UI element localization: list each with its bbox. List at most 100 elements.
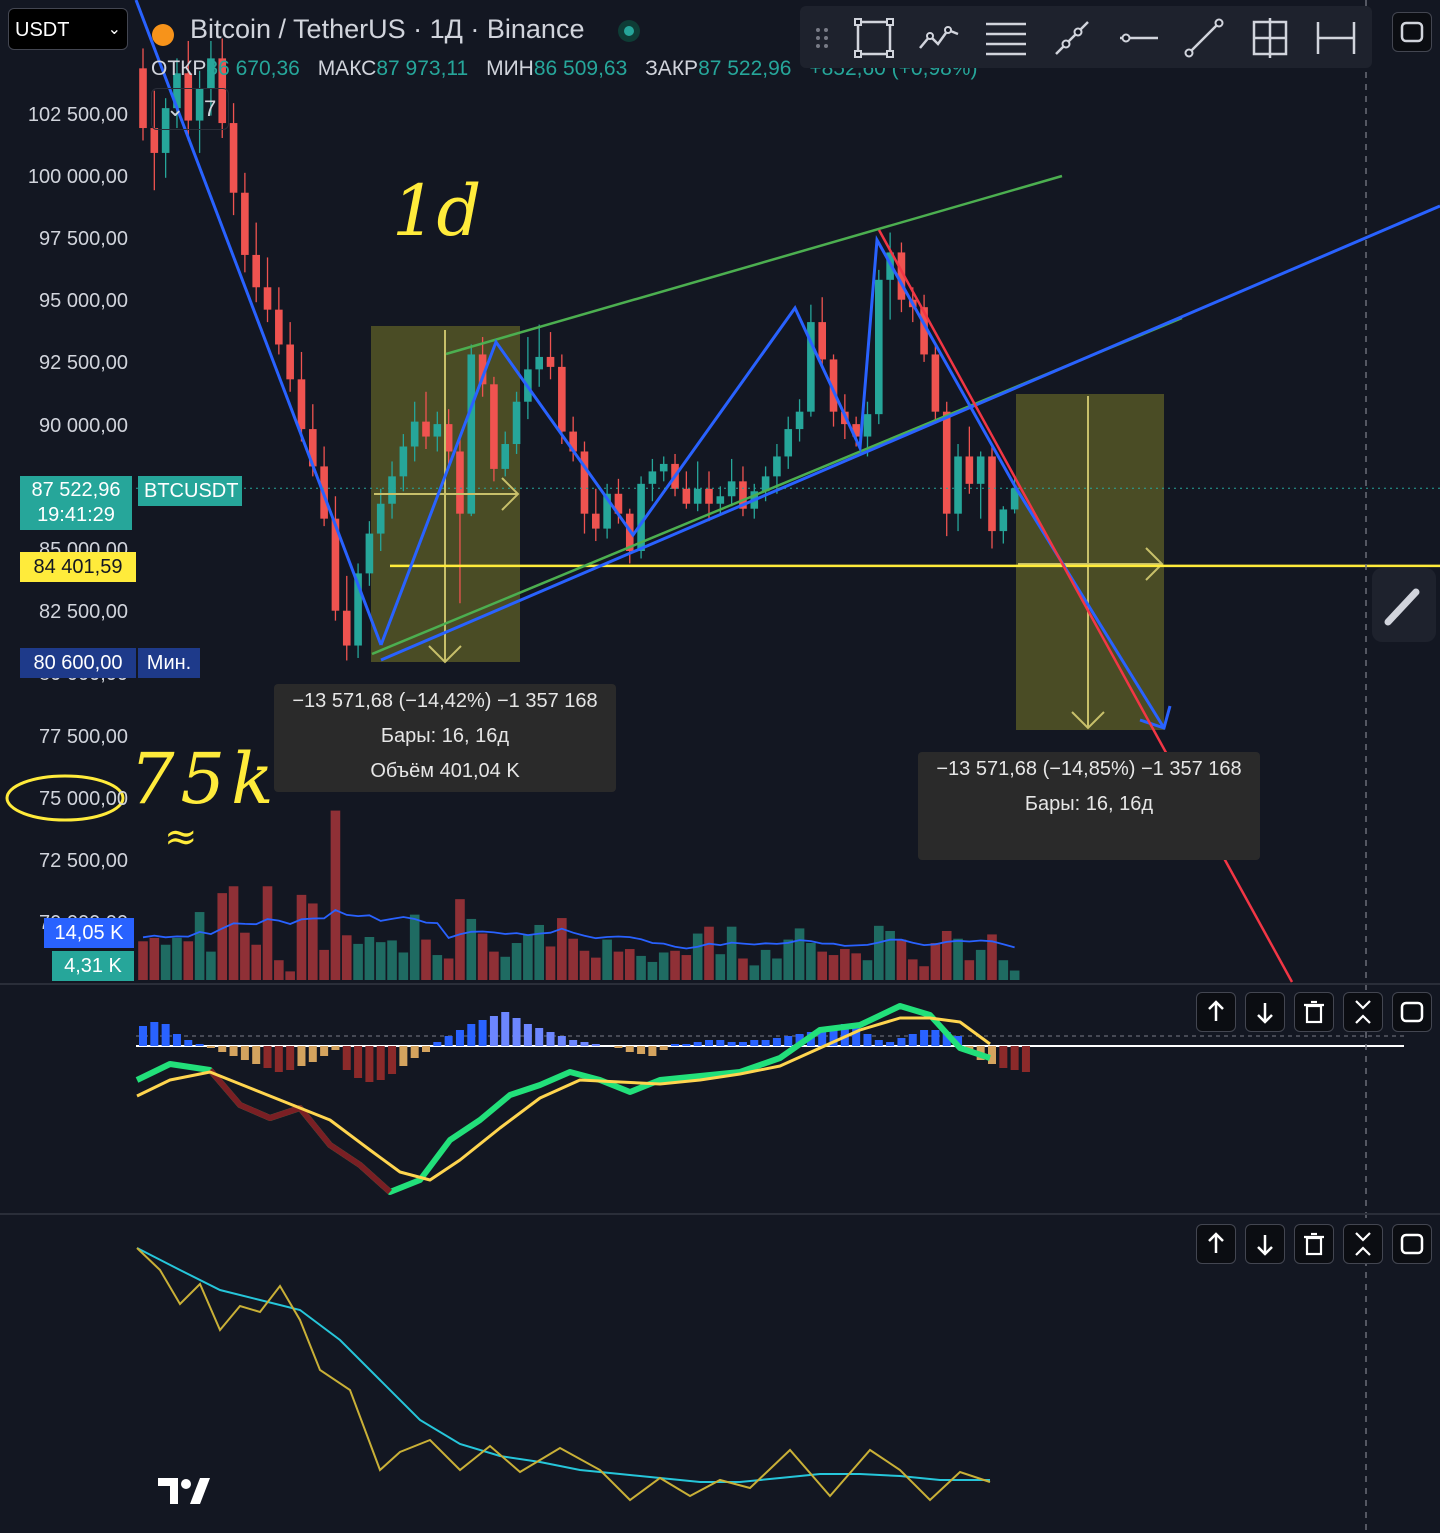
candle-body xyxy=(942,411,951,514)
price-axis-label: 102 500,00 xyxy=(27,103,128,126)
volume-bar xyxy=(466,918,477,980)
candle-body xyxy=(954,456,962,514)
macd-histogram-bar xyxy=(931,1030,940,1046)
candle-body xyxy=(207,58,215,89)
volume-bar xyxy=(296,894,307,980)
price-axis-label: 82 500,00 xyxy=(39,601,128,624)
candle-body xyxy=(659,463,668,472)
volume-bar xyxy=(953,938,963,980)
macd-histogram-bar xyxy=(954,1036,963,1046)
candle-body xyxy=(988,456,996,532)
pattern-icon[interactable] xyxy=(916,14,964,62)
timeframe-annotation: 1d xyxy=(392,170,482,252)
min-price-tag: 80 600,00 xyxy=(20,648,136,678)
fib-icon[interactable] xyxy=(982,14,1030,62)
macd-histogram-bar xyxy=(738,1042,747,1046)
symbol-tag: BTCUSDT xyxy=(138,476,242,506)
macd-histogram-bar xyxy=(410,1046,419,1058)
drawing-toolbar xyxy=(800,6,1372,68)
symbol-title[interactable]: Bitcoin / TetherUS · 1Д · Binance xyxy=(190,14,585,44)
candle-body xyxy=(229,123,238,193)
line-icon[interactable] xyxy=(1180,14,1228,62)
candle xyxy=(931,344,940,422)
candle xyxy=(410,401,419,462)
volume-bar xyxy=(421,939,431,980)
macd-histogram-bar xyxy=(512,1018,521,1046)
trend-line-icon[interactable] xyxy=(1048,14,1096,62)
drag-handle-icon[interactable] xyxy=(800,14,848,62)
candle xyxy=(376,488,385,551)
candle xyxy=(399,434,408,492)
candle xyxy=(965,426,974,494)
measure-bars: Бары: 16, 16д xyxy=(1024,793,1154,815)
candle xyxy=(354,563,362,658)
candle-body xyxy=(490,384,498,469)
macd-histogram-bar xyxy=(886,1042,895,1046)
fullscreen-icon[interactable] xyxy=(1392,12,1432,52)
arrow-head xyxy=(1071,711,1105,730)
price-axis-label: 77 500,00 xyxy=(39,725,128,748)
volume-bar xyxy=(613,951,624,980)
macd-histogram-bar xyxy=(671,1044,680,1046)
arrow-up-icon[interactable] xyxy=(1196,992,1236,1032)
candle-body xyxy=(150,128,159,153)
candle-body xyxy=(139,68,147,129)
candle-body xyxy=(354,573,362,646)
collapse-icon[interactable] xyxy=(1343,992,1383,1032)
volume-bar xyxy=(738,958,748,980)
macd-histogram-bar xyxy=(840,1024,849,1046)
candle-body xyxy=(739,481,747,509)
trash-icon[interactable] xyxy=(1294,1224,1334,1264)
candle-body xyxy=(512,401,521,445)
arrow-down-icon[interactable] xyxy=(1245,1224,1285,1264)
symbol-select[interactable]: USDT ⌄ xyxy=(8,8,128,50)
pencil-icon[interactable] xyxy=(1372,568,1436,642)
arrow-up-icon[interactable] xyxy=(1196,1224,1236,1264)
macd-histogram-bar xyxy=(455,1030,464,1046)
indicators-toggle-button[interactable]: ⌄ 7 xyxy=(151,88,229,130)
macd-histogram-bar xyxy=(274,1046,283,1072)
volume-bar xyxy=(726,926,737,980)
volume-bar xyxy=(511,943,522,980)
volume-ma-line xyxy=(142,908,1015,950)
candle-body xyxy=(693,488,702,504)
volume-bar xyxy=(274,960,284,980)
volume-bar xyxy=(217,893,228,980)
measure-arrow-left-v xyxy=(428,330,462,664)
price-axis-label: 90 000,00 xyxy=(39,414,128,437)
candle-body xyxy=(342,610,351,646)
candle xyxy=(286,322,294,392)
chevron-down-icon: ⌄ xyxy=(107,21,121,38)
trash-icon[interactable] xyxy=(1294,992,1334,1032)
market-status-icon[interactable] xyxy=(618,20,640,42)
volume-bar xyxy=(319,949,329,980)
volume-bar xyxy=(262,886,273,980)
measure-bars: Бары: 16, 16д xyxy=(380,725,510,747)
candle-body xyxy=(478,354,487,385)
macd-histogram-bar xyxy=(376,1046,385,1080)
candle-body xyxy=(795,411,804,430)
candle xyxy=(546,332,555,380)
maximize-icon[interactable] xyxy=(1392,1224,1432,1264)
rectangle-icon[interactable] xyxy=(850,14,898,62)
candle-body xyxy=(388,476,396,504)
candle-body xyxy=(682,488,691,504)
tradingview-logo-icon[interactable] xyxy=(156,1474,212,1513)
bar-countdown: 19:41:29 xyxy=(37,504,115,526)
maximize-icon[interactable] xyxy=(1392,992,1432,1032)
candle xyxy=(682,471,691,509)
candle-body xyxy=(897,252,906,300)
volume-bar xyxy=(308,903,318,980)
crosshair-box-icon[interactable] xyxy=(1246,14,1294,62)
measure-icon[interactable] xyxy=(1312,14,1360,62)
signal-line xyxy=(136,1016,991,1182)
oscillator-line xyxy=(136,1247,991,1502)
candle-body xyxy=(931,354,940,412)
candle xyxy=(388,461,396,519)
horizontal-ray-icon[interactable] xyxy=(1114,14,1162,62)
arrow-down-icon[interactable] xyxy=(1245,992,1285,1032)
macd-histogram-bar xyxy=(286,1046,295,1070)
candle xyxy=(501,431,510,477)
collapse-icon[interactable] xyxy=(1343,1224,1383,1264)
